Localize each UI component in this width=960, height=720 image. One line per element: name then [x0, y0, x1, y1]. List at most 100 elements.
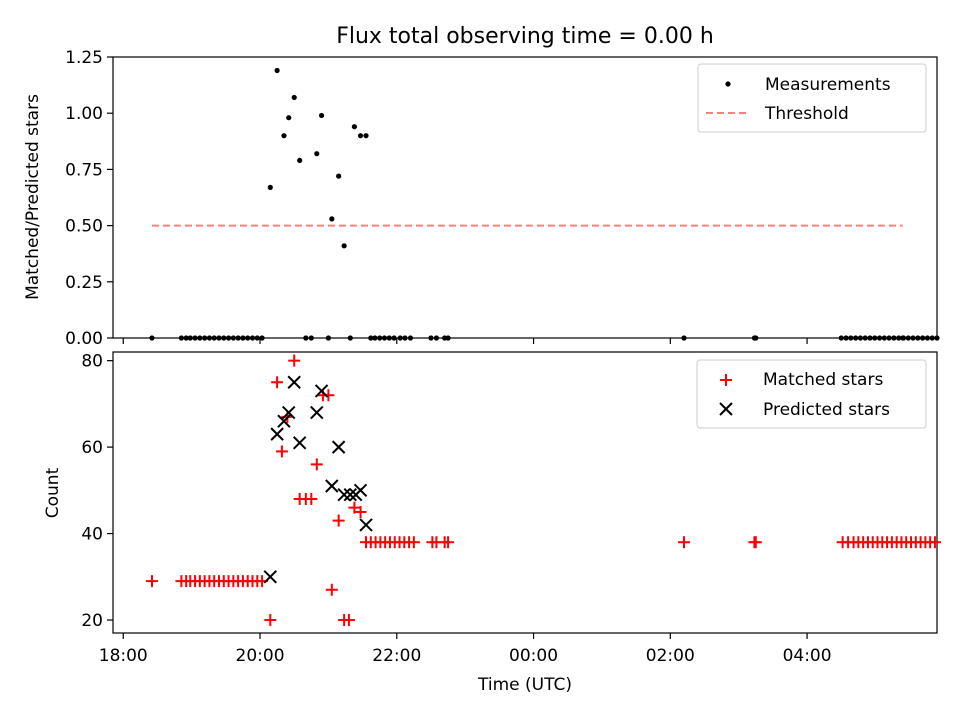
measurement-point — [428, 335, 434, 341]
predicted-star-point — [310, 405, 324, 420]
measurement-point — [281, 133, 287, 139]
measurement-point — [178, 335, 184, 341]
measurement-point — [363, 133, 369, 139]
bottom-x-axis-label: Time (UTC) — [477, 675, 572, 695]
predicted-star-point — [263, 570, 277, 584]
matched-star-point — [305, 492, 318, 505]
predicted-star-point — [353, 483, 368, 498]
matched-star-point — [145, 575, 158, 588]
bottom-x-tick-label: 18:00 — [99, 646, 148, 666]
top-legend-box — [697, 63, 927, 133]
top-y-tick-label: 0.25 — [65, 273, 103, 293]
measurement-point — [303, 335, 309, 341]
measurement-point — [357, 133, 364, 139]
measurement-point — [857, 335, 864, 341]
measurement-point — [377, 335, 383, 341]
measurement-point — [843, 335, 849, 341]
measurement-point — [872, 335, 878, 341]
measurement-point — [187, 335, 193, 341]
legend-predicted-label: Predicted stars — [763, 400, 890, 420]
measurement-point — [397, 335, 403, 341]
matched-star-point — [442, 536, 455, 549]
measurement-point — [876, 335, 883, 341]
predicted-star-point — [359, 518, 373, 532]
top-panel: Flux total observing time = 0.00 h 0.00 0… — [23, 24, 940, 349]
measurement-point — [402, 335, 408, 341]
legend-predicted-marker — [719, 402, 733, 416]
measurement-point — [230, 335, 236, 341]
matched-star-point — [275, 445, 288, 458]
measurement-point — [753, 335, 759, 341]
measurement-point — [381, 335, 388, 341]
measurement-point — [206, 335, 213, 341]
matched-star-point — [348, 501, 361, 514]
predicted-star-point — [325, 479, 339, 493]
legend-measurements-label: Measurements — [765, 75, 891, 95]
matched-star-point — [322, 389, 335, 402]
top-y-axis-label: Matched/Predicted stars — [23, 94, 43, 300]
measurement-point — [254, 335, 260, 341]
top-plot-frame — [112, 56, 938, 339]
measurement-point — [245, 335, 251, 341]
measurement-point — [924, 335, 931, 341]
matched-star-point — [288, 354, 301, 367]
top-y-tick-label: 0.50 — [65, 217, 103, 237]
measurement-point — [221, 335, 227, 341]
measurement-point — [325, 335, 332, 341]
measurement-point — [848, 335, 854, 341]
matched-star-point — [310, 458, 323, 471]
bottom-y-axis-label: Count — [43, 467, 63, 518]
measurement-point — [881, 335, 887, 341]
bottom-y-tick-label: 20 — [81, 611, 103, 631]
measurement-point — [910, 335, 916, 341]
predicted-star-point — [282, 405, 296, 420]
measurement-point — [336, 173, 342, 179]
bottom-y-tick-label: 80 — [81, 352, 103, 372]
measurement-point — [891, 335, 897, 341]
measurement-point — [211, 335, 217, 341]
measurement-point — [314, 151, 320, 157]
bottom-legend-box — [696, 359, 927, 429]
measurement-point — [862, 335, 868, 341]
legend-measurements-marker — [725, 81, 731, 87]
measurement-point — [886, 335, 892, 341]
measurement-point — [216, 335, 222, 341]
measurement-point — [286, 115, 292, 121]
measurement-point — [386, 335, 392, 341]
chart-title: Flux total observing time = 0.00 h — [336, 24, 714, 49]
predicted-star-point — [270, 427, 284, 441]
matched-star-point — [749, 536, 762, 549]
matched-star-point — [354, 505, 367, 518]
measurement-point — [900, 335, 906, 341]
measurement-points — [149, 67, 940, 341]
measurement-point — [433, 335, 440, 341]
top-legend: Measurements Threshold — [697, 63, 927, 133]
top-y-tick-label: 0.00 — [65, 329, 103, 349]
top-y-tick-label: 1.25 — [65, 48, 103, 68]
legend-threshold-label: Threshold — [764, 104, 849, 124]
measurement-point — [915, 335, 921, 341]
matched-star-point — [677, 536, 690, 549]
measurement-point — [267, 184, 273, 190]
bottom-y-tick-label: 40 — [81, 525, 103, 545]
measurement-point — [202, 335, 208, 341]
measurement-point — [259, 335, 265, 341]
measurement-point — [225, 335, 232, 341]
measurement-point — [297, 157, 303, 164]
measurement-point — [372, 335, 378, 341]
matched-star-point — [407, 536, 420, 549]
bottom-plot-frame — [112, 351, 938, 634]
top-y-tick-label: 1.00 — [65, 104, 103, 124]
bottom-y-axis: 20 40 60 80 — [81, 352, 113, 631]
measurement-point — [445, 335, 451, 341]
predicted-star-point — [287, 375, 301, 389]
measurement-point — [347, 335, 353, 341]
bottom-x-axis: 18:00 20:00 22:00 00:00 02:00 04:00 — [99, 633, 832, 666]
measurement-point — [929, 335, 935, 341]
measurement-point — [149, 335, 155, 341]
measurement-point — [308, 335, 314, 341]
measurement-point — [235, 335, 241, 341]
measurement-point — [896, 335, 902, 341]
